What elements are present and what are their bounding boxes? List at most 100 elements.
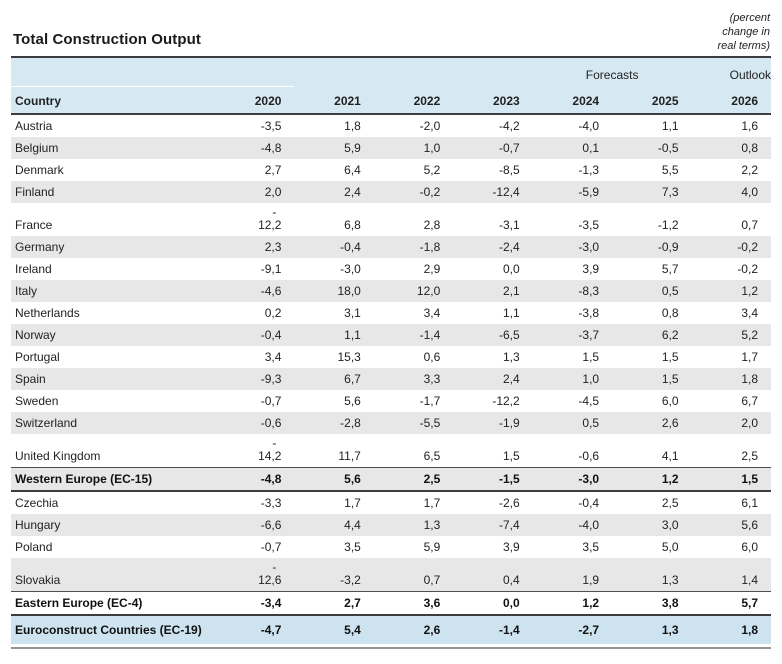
value-cell: 2,5 [741, 449, 758, 463]
country-cell: France [15, 218, 53, 232]
value-cell: 1,0 [423, 141, 441, 155]
value-cell: -0,2 [737, 262, 758, 276]
row-ireland: Ireland -9,1 -3,0 2,9 0,0 3,9 5,7 -0,2 [11, 258, 771, 280]
value-cell: -3,5 [260, 119, 282, 133]
country-cell: Euroconstruct Countries (EC-19) [15, 623, 202, 637]
value-cell: -3,3 [260, 496, 282, 510]
value-cell: -0,4 [340, 240, 361, 254]
value-cell: 5,0 [661, 540, 679, 554]
value-cell: 2,8 [423, 218, 441, 232]
value-cell: 2,5 [423, 472, 441, 486]
outlook-group-label: Outlook [691, 58, 771, 86]
value-cell: -2,0 [419, 119, 441, 133]
value-cell: 5,6 [344, 472, 361, 486]
value-cell: -5,5 [419, 416, 441, 430]
row-sweden: Sweden -0,7 5,6 -1,7 -12,2 -4,5 6,0 6,7 [11, 390, 771, 412]
value-cell: -14,2 [258, 436, 282, 463]
col-header-2022: 2022 [373, 86, 454, 115]
row-germany: Germany 2,3 -0,4 -1,8 -2,4 -3,0 -0,9 -0,2 [11, 236, 771, 258]
construction-output-table: Forecasts Outlook Country 2020 2021 2022… [11, 58, 771, 644]
value-cell: 5,4 [344, 623, 361, 637]
col-header-2025: 2025 [612, 86, 692, 115]
value-cell: -3,4 [260, 596, 282, 610]
header-group-row: Forecasts Outlook [11, 58, 771, 87]
value-cell: 3,0 [661, 518, 679, 532]
value-cell: 1,8 [344, 119, 361, 133]
value-cell: -1,2 [657, 218, 679, 232]
value-cell: -0,6 [578, 449, 600, 463]
table-body: Austria -3,5 1,8 -2,0 -4,2 -4,0 1,1 1,6 Belgium -… [11, 114, 771, 644]
country-cell: Spain [15, 372, 46, 386]
value-cell: -1,5 [499, 472, 520, 486]
value-cell: 1,5 [741, 472, 758, 486]
value-cell: -4,8 [260, 141, 282, 155]
value-cell: 6,8 [344, 218, 361, 232]
value-cell: 2,2 [741, 163, 758, 177]
value-cell: 15,3 [337, 350, 361, 364]
value-cell: 0,8 [741, 141, 758, 155]
value-cell: -1,3 [578, 163, 600, 177]
value-cell: 3,5 [582, 540, 600, 554]
value-cell: 3,4 [264, 350, 282, 364]
forecasts-group-label: Forecasts [532, 58, 692, 86]
value-cell: -3,2 [340, 573, 361, 587]
country-cell: Western Europe (EC-15) [15, 472, 153, 486]
value-cell: -6,5 [499, 328, 520, 342]
value-cell: 1,5 [503, 449, 520, 463]
value-cell: -12,4 [492, 185, 520, 199]
value-cell: 3,1 [344, 306, 361, 320]
value-cell: 3,9 [582, 262, 600, 276]
country-cell: Slovakia [15, 573, 61, 587]
row-portugal: Portugal 3,4 15,3 0,6 1,3 1,5 1,5 1,7 [11, 346, 771, 368]
value-cell: -0,7 [260, 394, 282, 408]
row-western-europe-ec-15: Western Europe (EC-15) -4,8 5,6 2,5 -1,5 -3,0… [11, 467, 771, 491]
country-cell: Ireland [15, 262, 52, 276]
value-cell: -0,4 [260, 328, 282, 342]
value-cell: 0,7 [423, 573, 441, 587]
title-row: Total Construction Output (percent chang… [11, 8, 771, 58]
value-cell: 6,1 [741, 496, 758, 510]
header-spacer [294, 58, 374, 86]
value-cell: -3,1 [499, 218, 520, 232]
value-cell: 3,5 [344, 540, 361, 554]
value-cell: 2,6 [661, 416, 679, 430]
value-cell: 1,1 [344, 328, 361, 342]
country-cell: Germany [15, 240, 65, 254]
country-cell: Denmark [15, 163, 64, 177]
country-cell: Portugal [15, 350, 60, 364]
value-cell: -0,9 [657, 240, 679, 254]
value-cell: 3,4 [423, 306, 441, 320]
value-cell: -0,6 [260, 416, 282, 430]
value-cell: -2,4 [499, 240, 520, 254]
row-euroconstruct-countries-ec-19: Euroconstruct Countries (EC-19) -4,7 5,4 2,… [11, 615, 771, 644]
value-cell: 6,0 [741, 540, 758, 554]
value-cell: 2,4 [503, 372, 520, 386]
value-cell: 1,3 [423, 518, 441, 532]
country-cell: Italy [15, 284, 38, 298]
value-cell: 5,2 [741, 328, 758, 342]
value-cell: 0,1 [582, 141, 600, 155]
value-cell: 2,4 [344, 185, 361, 199]
value-cell: 5,7 [741, 596, 758, 610]
value-cell: -12,6 [258, 560, 282, 587]
col-header-country: Country [11, 86, 215, 115]
row-italy: Italy -4,6 18,0 12,0 2,1 -8,3 0,5 1,2 [11, 280, 771, 302]
country-cell: Switzerland [15, 416, 78, 430]
value-cell: 7,3 [661, 185, 679, 199]
value-cell: 1,7 [741, 350, 758, 364]
value-cell: 1,2 [661, 472, 679, 486]
value-cell: -1,9 [499, 416, 520, 430]
value-cell: -1,4 [499, 623, 520, 637]
header-spacer [453, 58, 533, 86]
value-cell: 1,3 [661, 623, 679, 637]
value-cell: 1,9 [582, 573, 600, 587]
value-cell: -5,9 [578, 185, 600, 199]
table-header: Forecasts Outlook Country 2020 2021 2022… [11, 58, 771, 115]
header-columns-row: Country 2020 2021 2022 2023 2024 2025 20… [11, 86, 771, 115]
row-switzerland: Switzerland -0,6 -2,8 -5,5 -1,9 0,5 2,6 2,0 [11, 412, 771, 434]
row-czechia: Czechia -3,3 1,7 1,7 -2,6 -0,4 2,5 6,1 [11, 491, 771, 514]
value-cell: 1,1 [661, 119, 679, 133]
col-header-2020: 2020 [215, 86, 295, 115]
value-cell: 2,7 [344, 596, 361, 610]
value-cell: 5,9 [423, 540, 441, 554]
